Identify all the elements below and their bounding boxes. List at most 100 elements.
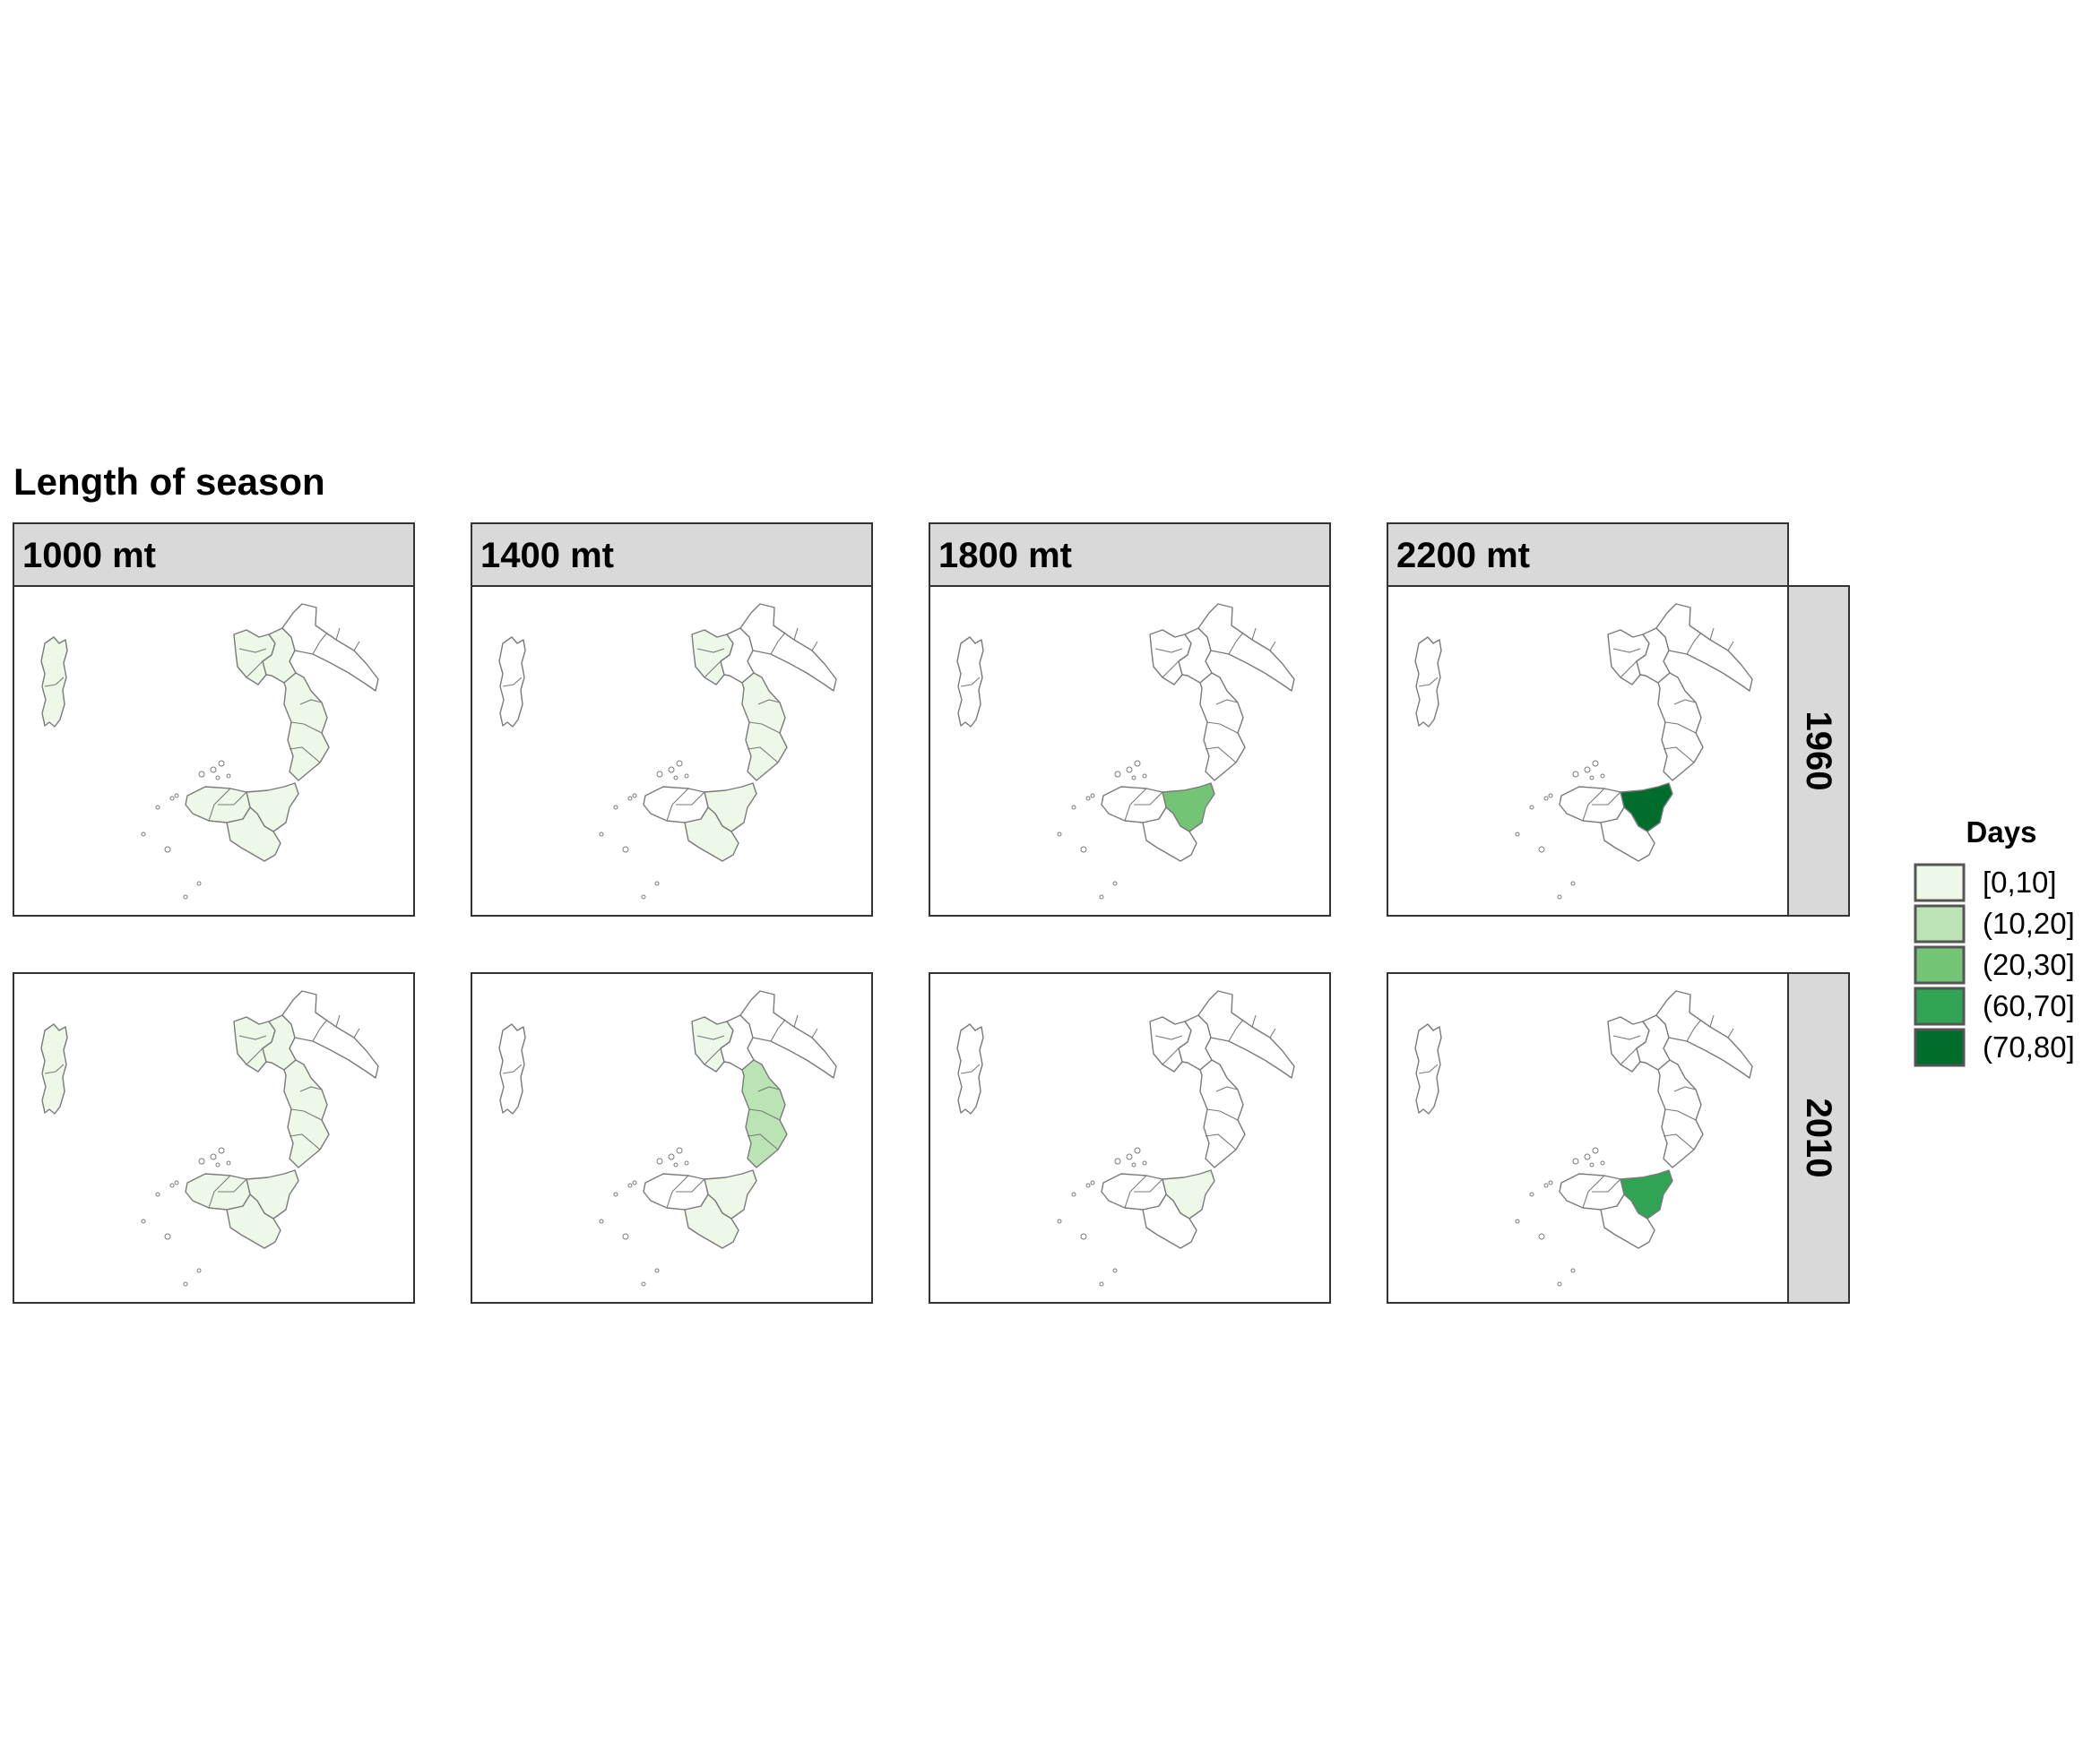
province-boundary [1582, 788, 1605, 822]
island-marker [656, 771, 663, 778]
island-marker [1114, 1158, 1121, 1165]
island-marker [1057, 1219, 1062, 1224]
province-boundary [1215, 699, 1239, 705]
province-boundary [793, 627, 799, 641]
island-marker [1112, 1268, 1118, 1273]
province-boundary [1206, 1108, 1239, 1121]
island-marker [673, 1162, 678, 1168]
province-boundary [666, 1175, 689, 1209]
row-strip-label: 2010 [1799, 1099, 1838, 1178]
island-marker [1126, 1153, 1133, 1160]
province-boundary [208, 1175, 231, 1209]
province-boundary [1269, 641, 1276, 651]
island-marker [656, 1158, 663, 1165]
province-boundary [218, 1178, 247, 1193]
island-marker [1134, 760, 1141, 767]
province-boundary [770, 632, 786, 655]
province-boundary [747, 746, 779, 763]
island-marker [1570, 1268, 1576, 1273]
panel-frame [1387, 585, 1789, 917]
column-strip [929, 522, 1331, 587]
island-marker [613, 805, 618, 810]
province-boundary [666, 788, 689, 822]
province-boundary [1205, 1133, 1237, 1151]
island-marker [218, 1147, 225, 1154]
province-boundary [1134, 1178, 1163, 1193]
island-marker [673, 775, 678, 780]
region-sardinia-shape [40, 636, 68, 728]
island-marker [183, 1281, 188, 1287]
island-marker [226, 1160, 231, 1166]
region-puglia-shape [1655, 603, 1753, 692]
province-boundary [1592, 791, 1621, 806]
province-boundary [811, 641, 818, 651]
island-marker [1126, 766, 1133, 773]
island-marker [684, 1160, 689, 1166]
island-marker [641, 894, 646, 900]
province-boundary [1592, 1178, 1621, 1193]
region-puglia-shape [1197, 990, 1295, 1079]
island-marker [1071, 1192, 1076, 1197]
island-marker [1548, 1180, 1553, 1185]
region-calabria-shape [1657, 1059, 1704, 1168]
legend-label: (70,80] [1983, 1030, 2075, 1064]
island-marker [1529, 805, 1534, 810]
province-boundary [335, 627, 341, 641]
province-boundary [1206, 721, 1239, 734]
island-marker [1085, 1183, 1091, 1188]
legend-label: (60,70] [1983, 989, 2075, 1022]
facet-panels: 1000 mt 1400 mt 1800 mt 2200 mt 1960 2010 [13, 522, 1850, 1304]
province-boundary [1228, 632, 1244, 655]
province-boundary [312, 632, 328, 655]
island-marker [654, 881, 660, 886]
column-strip [1387, 522, 1789, 587]
legend-label: (10,20] [1983, 907, 2075, 940]
region-puglia-shape [1197, 603, 1295, 692]
island-marker [1584, 1153, 1591, 1160]
island-marker [1557, 894, 1562, 900]
island-marker [668, 766, 675, 773]
province-boundary [770, 1019, 786, 1042]
island-marker [1057, 832, 1062, 837]
figure-title: Length of season [13, 461, 325, 503]
province-boundary [960, 677, 981, 687]
region-sardinia-shape [1414, 1023, 1442, 1115]
island-marker [684, 773, 689, 779]
province-boundary [1664, 1108, 1697, 1121]
region-sardinia-shape [956, 636, 984, 728]
island-marker [1090, 1180, 1095, 1185]
region-puglia-shape [739, 990, 837, 1079]
province-boundary [246, 1047, 264, 1065]
province-boundary [44, 677, 65, 687]
island-marker [1600, 1160, 1605, 1166]
island-marker [622, 1233, 629, 1240]
island-marker [174, 1180, 179, 1185]
island-marker [1543, 1183, 1549, 1188]
map-panel [929, 972, 1331, 1304]
panel-frame [471, 972, 873, 1304]
province-boundary [748, 1108, 781, 1121]
province-boundary [676, 1178, 705, 1193]
region-sardinia-shape [956, 1023, 984, 1115]
legend-swatch [1914, 987, 1966, 1026]
province-boundary [676, 791, 705, 806]
island-marker [1080, 1233, 1087, 1240]
province-boundary [290, 721, 323, 734]
map-panel [1387, 585, 1789, 917]
column-strip-label: 2200 mt [1396, 536, 1530, 575]
province-boundary [1251, 627, 1257, 641]
island-marker [169, 1183, 175, 1188]
island-marker [1584, 766, 1591, 773]
island-marker [1538, 1233, 1545, 1240]
island-marker [1589, 1162, 1594, 1168]
island-marker [1529, 1192, 1534, 1197]
province-boundary [1162, 1047, 1180, 1065]
island-marker [1592, 1147, 1599, 1154]
province-boundary [1673, 699, 1697, 705]
province-boundary [289, 1133, 321, 1151]
province-boundary [1251, 1014, 1257, 1028]
region-sardinia-shape [498, 636, 526, 728]
island-marker [164, 846, 171, 853]
region-calabria-shape [741, 672, 788, 781]
map-panel [13, 585, 415, 917]
